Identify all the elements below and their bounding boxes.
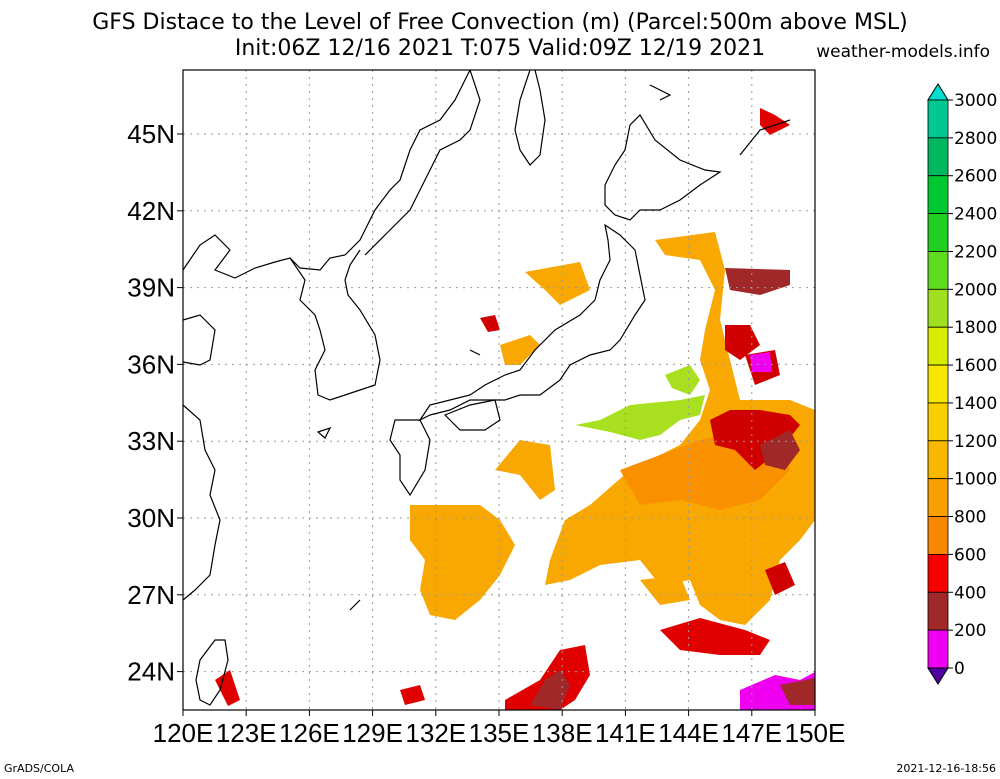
colorbar-segment (927, 364, 949, 404)
lfc-shading (215, 108, 815, 710)
lat-label: 27N (127, 580, 175, 610)
lon-label: 120E (153, 718, 214, 748)
chart-title: GFS Distace to the Level of Free Convect… (92, 10, 908, 35)
map-plot-area (182, 69, 816, 711)
lon-label: 144E (658, 718, 719, 748)
colorbar-label: 2000 (954, 280, 997, 300)
colorbar-segment (927, 516, 949, 555)
colorbar-segment (927, 288, 949, 328)
coastlines (182, 69, 791, 706)
longitude-labels: 120E 123E 126E 129E 132E 135E 138E 141E 144E 147E… (153, 710, 846, 748)
lat-label: 45N (127, 119, 175, 149)
lat-label: 36N (127, 349, 175, 379)
colorbar-label: 400 (954, 583, 986, 603)
colorbar: 3000280026002400220020001800160014001200… (927, 83, 997, 685)
colorbar-segment (927, 213, 949, 252)
colorbar-segment (927, 175, 949, 215)
colorbar-segment (927, 440, 949, 480)
latitude-labels: 45N 42N 39N 36N 33N 30N 27N 24N (127, 119, 183, 687)
colorbar-label: 1000 (954, 470, 997, 490)
colorbar-label: 1200 (954, 432, 997, 452)
colorbar-segment (927, 326, 949, 366)
colorbar-label: 1600 (954, 356, 997, 376)
colorbar-top-arrow (927, 83, 949, 101)
colorbar-label: 1800 (954, 318, 997, 338)
lat-label: 42N (127, 196, 175, 226)
colorbar-segment (927, 591, 949, 631)
colorbar-label: 800 (954, 508, 986, 528)
colorbar-label: 2200 (954, 242, 997, 262)
lat-label: 30N (127, 503, 175, 533)
colorbar-label: 2400 (954, 205, 997, 225)
colorbar-segment (927, 629, 949, 669)
lon-label: 150E (785, 718, 846, 748)
colorbar-label: 0 (954, 659, 965, 679)
colorbar-label: 1400 (954, 394, 997, 414)
colorbar-segment (927, 99, 949, 139)
lat-label: 33N (127, 426, 175, 456)
lon-label: 141E (595, 718, 656, 748)
lon-label: 138E (532, 718, 593, 748)
colorbar-label: 2800 (954, 129, 997, 149)
footer-credit: GrADS/COLA (4, 762, 74, 775)
colorbar-segment (927, 478, 949, 517)
colorbar-segment (927, 554, 949, 593)
lon-label: 132E (405, 718, 466, 748)
lon-label: 147E (721, 718, 782, 748)
lon-label: 126E (279, 718, 340, 748)
colorbar-segment (927, 251, 949, 290)
lat-label: 24N (127, 657, 175, 687)
colorbar-label: 3000 (954, 91, 997, 111)
colorbar-label: 200 (954, 621, 986, 641)
lat-label: 39N (127, 273, 175, 303)
colorbar-label: 2600 (954, 167, 997, 187)
footer-timestamp: 2021-12-16-18:56 (896, 762, 996, 775)
colorbar-segment (927, 402, 949, 442)
colorbar-segment (927, 137, 949, 177)
chart-subtitle: Init:06Z 12/16 2021 T:075 Valid:09Z 12/1… (234, 36, 766, 61)
lon-label: 129E (342, 718, 403, 748)
colorbar-bottom-arrow (927, 667, 949, 685)
lon-label: 135E (469, 718, 530, 748)
colorbar-label: 600 (954, 545, 986, 565)
lon-label: 123E (216, 718, 277, 748)
site-watermark: weather-models.info (816, 42, 990, 62)
